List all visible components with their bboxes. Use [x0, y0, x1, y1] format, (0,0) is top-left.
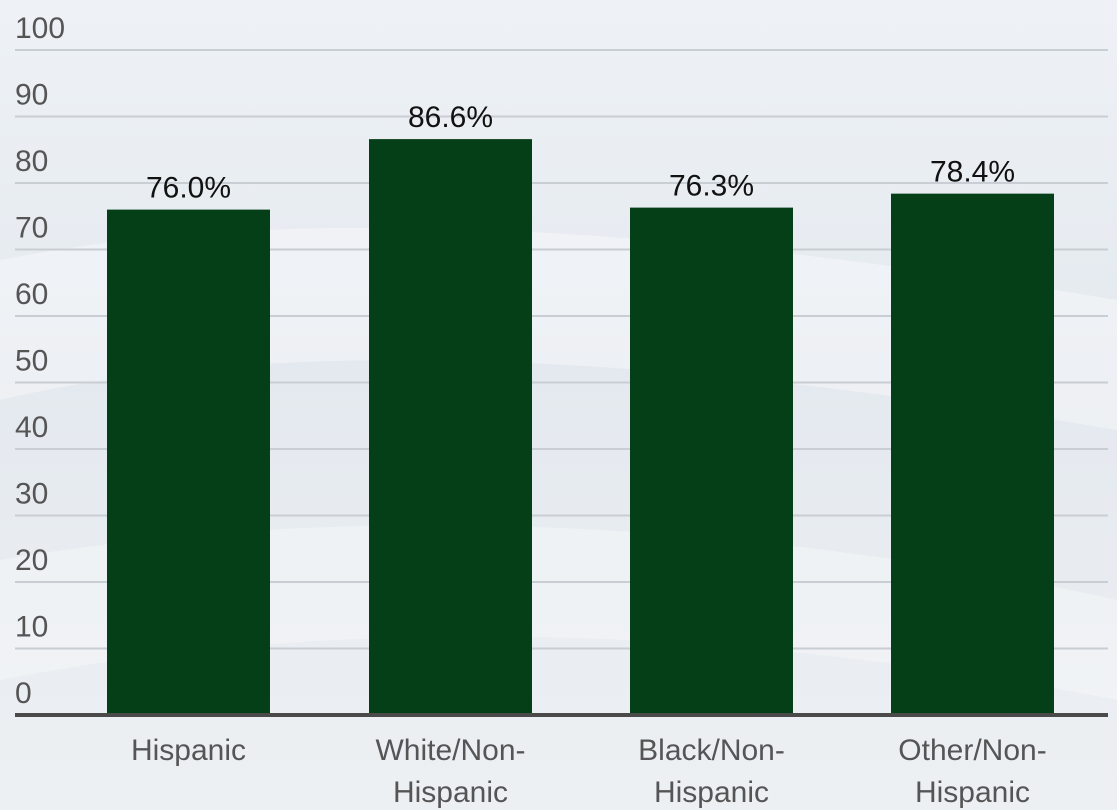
y-tick-label: 100: [15, 12, 65, 45]
y-tick-label: 0: [15, 677, 32, 710]
data-label: 78.4%: [930, 156, 1015, 189]
bar: [107, 209, 270, 715]
bar: [369, 139, 532, 716]
y-tick-label: 20: [15, 544, 48, 577]
y-tick-label: 40: [15, 411, 48, 444]
x-tick-label: Hispanic: [654, 776, 769, 809]
y-tick-label: 70: [15, 212, 48, 245]
data-label: 76.0%: [146, 172, 231, 205]
x-tick-label: Hispanic: [131, 734, 246, 767]
y-tick-label: 10: [15, 611, 48, 644]
bar: [630, 207, 793, 716]
x-tick-label: Hispanic: [393, 776, 508, 809]
x-tick-label: Hispanic: [915, 776, 1030, 809]
x-tick-label: White/Non-: [375, 734, 525, 767]
y-tick-label: 90: [15, 79, 48, 112]
x-tick-label: Black/Non-: [638, 734, 785, 767]
y-tick-label: 30: [15, 478, 48, 511]
y-tick-label: 80: [15, 145, 48, 178]
data-label: 76.3%: [669, 170, 754, 203]
data-label: 86.6%: [408, 101, 493, 134]
x-tick-label: Other/Non-: [898, 734, 1046, 767]
y-tick-label: 60: [15, 278, 48, 311]
y-tick-label: 50: [15, 345, 48, 378]
bar: [891, 193, 1054, 715]
